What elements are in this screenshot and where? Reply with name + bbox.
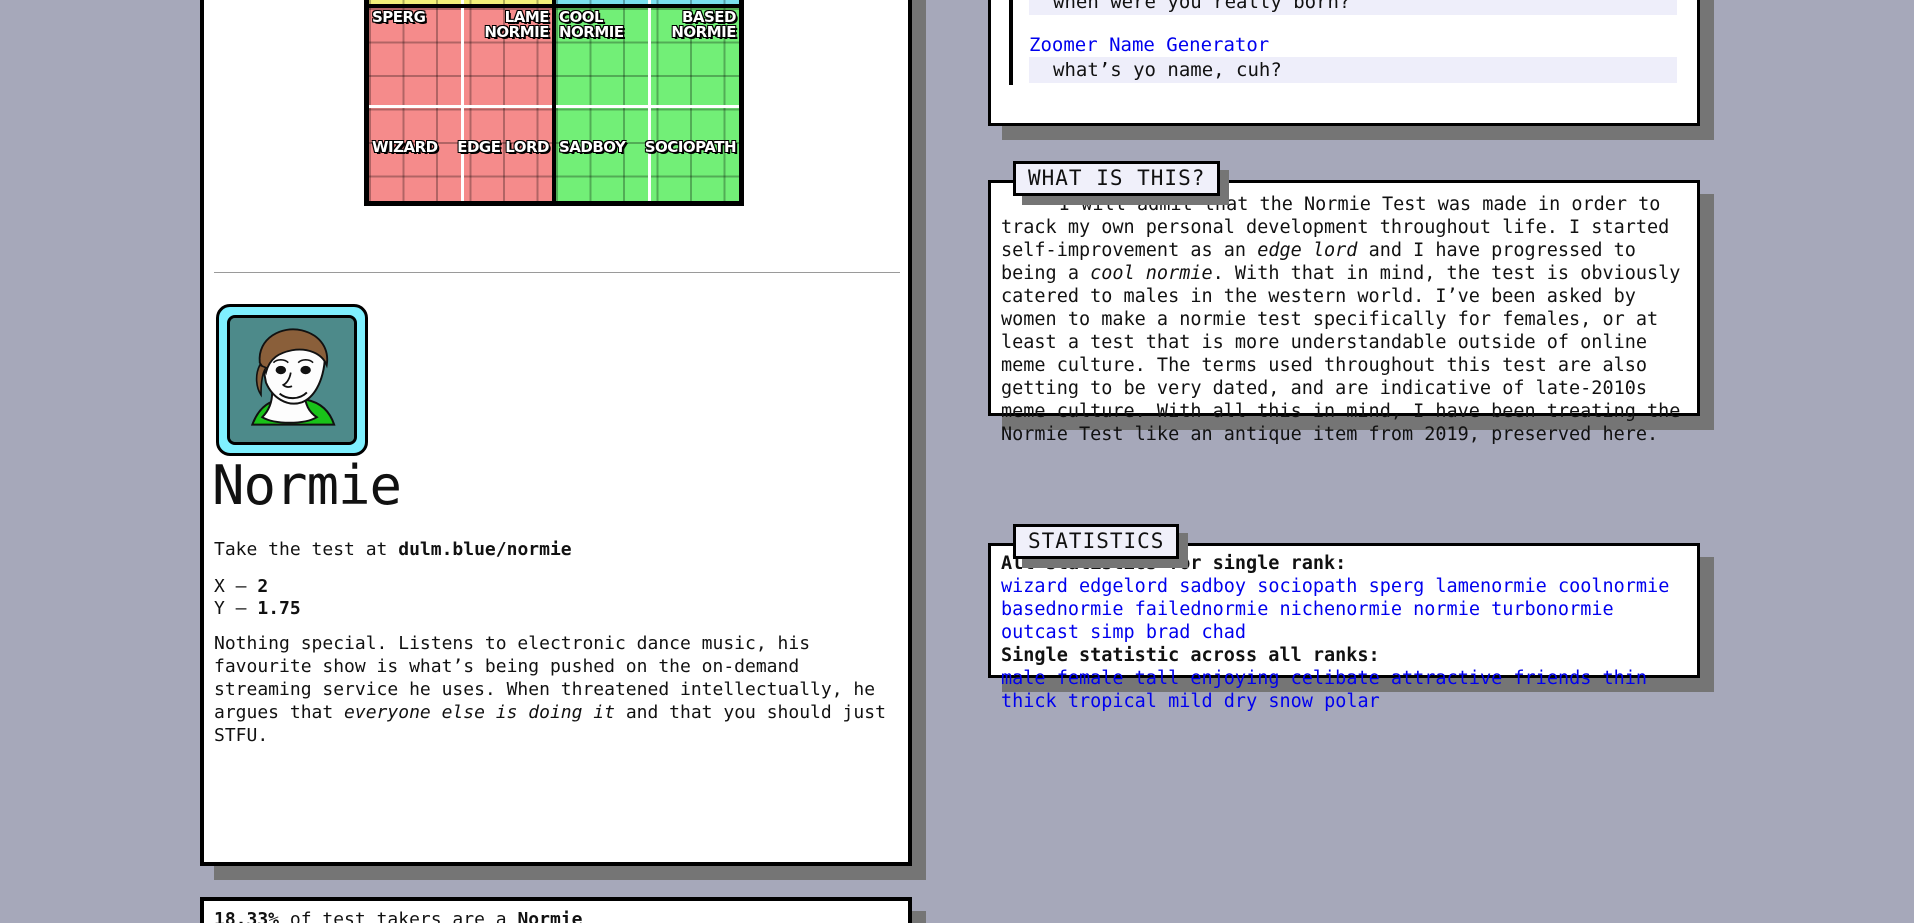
description-part-1: Nothing special. Listens to electronic d… <box>214 633 876 723</box>
percentage-panel: 18.33% of test takers are a Normie <box>200 897 912 923</box>
stat-link-female[interactable]: female <box>1056 668 1124 689</box>
label-sociopath: SOCIOPATH <box>644 138 737 156</box>
what-emphasis-2: cool normie <box>1090 263 1213 284</box>
generator-item-1: when were you really born? <box>1029 0 1677 15</box>
quadrant-bottom-right: COOL NORMIE BASED NORMIE SADBOY SOCIOPAT… <box>556 8 739 201</box>
label-cool-normie: COOL NORMIE <box>559 8 624 41</box>
label-wizard: WIZARD <box>372 138 438 156</box>
zoomer-name-generator-link[interactable]: Zoomer Name Generator <box>1029 34 1270 56</box>
stat-rank-link-simp[interactable]: simp <box>1090 622 1135 643</box>
what-is-this-legend: WHAT IS THIS? <box>1013 161 1221 196</box>
page-title: Normie <box>212 454 402 517</box>
statistics-panel: STATISTICS All statistics for single ran… <box>988 524 1700 712</box>
statistics-body: All statistics for single rank: wizard e… <box>991 546 1697 725</box>
generator-list: when were you really born? Zoomer Name G… <box>1009 0 1677 85</box>
quadrant-top-right: NORMIE TURBO NORMIE <box>556 0 739 4</box>
percentage-line: 18.33% of test takers are a Normie <box>214 909 582 923</box>
stat-rank-link-brad[interactable]: brad <box>1145 622 1191 643</box>
stat-link-dry[interactable]: dry <box>1223 691 1258 712</box>
stat-rank-link-basednormie[interactable]: basednormie <box>1001 599 1124 620</box>
statistics-heading-all-ranks: Single statistic across all ranks: <box>1001 645 1380 666</box>
label-lame-normie: LAME NORMIE <box>484 8 549 41</box>
what-is-this-body: I will admit that the Normie Test was ma… <box>991 183 1697 458</box>
what-text-3: . With that in mind, the test is obvious… <box>1001 263 1681 445</box>
stat-link-friends[interactable]: friends <box>1513 668 1592 689</box>
what-emphasis-1: edge lord <box>1257 240 1358 261</box>
stat-rank-link-outcast[interactable]: outcast <box>1001 622 1079 643</box>
x-coordinate-row: X – 2 <box>214 576 301 598</box>
stat-link-celibate[interactable]: celibate <box>1290 668 1380 689</box>
stat-rank-link-sadboy[interactable]: sadboy <box>1179 576 1247 597</box>
section-divider <box>214 272 900 273</box>
normie-grid-chart[interactable]: FAILED NORMIE NICHE NORMIE NORMIE TURBO … <box>364 0 744 206</box>
description-part-2: and that you should just STFU. <box>214 702 886 746</box>
mid-horizontal-line <box>369 104 552 108</box>
generator-1-subtitle: when were you really born? <box>1029 0 1677 15</box>
generator-item-2: Zoomer Name Generator what’s yo name, cu… <box>1029 33 1677 83</box>
percentage-rank: Normie <box>517 909 583 923</box>
stat-link-tall[interactable]: tall <box>1134 668 1180 689</box>
generator-2-subtitle: what’s yo name, cuh? <box>1029 57 1677 83</box>
mid-vertical-line <box>647 0 651 4</box>
stat-rank-link-chad[interactable]: chad <box>1201 622 1247 643</box>
description-emphasis: everyone else is doing it <box>344 702 615 723</box>
y-label: Y – <box>214 598 258 619</box>
what-is-this-panel: WHAT IS THIS? I will admit that the Norm… <box>988 161 1700 445</box>
stat-rank-link-failednormie[interactable]: failednormie <box>1134 599 1269 620</box>
label-sadboy: SADBOY <box>559 138 626 156</box>
rank-description: Nothing special. Listens to electronic d… <box>214 632 892 747</box>
x-label: X – <box>214 576 258 597</box>
stat-link-attractive[interactable]: attractive <box>1390 668 1503 689</box>
y-coordinate-row: Y – 1.75 <box>214 598 301 620</box>
x-value: 2 <box>257 576 269 597</box>
stat-link-mild[interactable]: mild <box>1168 691 1213 712</box>
stat-link-enjoying[interactable]: enjoying <box>1190 668 1280 689</box>
take-test-line: Take the test at dulm.blue/normie <box>214 539 572 560</box>
label-edge-lord: EDGE LORD <box>457 138 549 156</box>
stat-rank-link-sociopath[interactable]: sociopath <box>1257 576 1358 597</box>
mid-vertical-line <box>460 0 464 4</box>
quadrant-top-left: FAILED NORMIE NICHE NORMIE <box>369 0 552 4</box>
stat-link-thin[interactable]: thin <box>1602 668 1648 689</box>
stat-rank-link-edgelord[interactable]: edgelord <box>1078 576 1169 597</box>
take-test-url[interactable]: dulm.blue/normie <box>398 539 572 560</box>
stat-rank-link-turbonormie[interactable]: turbonormie <box>1491 599 1614 620</box>
avatar <box>216 304 368 456</box>
stat-link-thick[interactable]: thick <box>1001 691 1057 712</box>
wojak-face-icon <box>230 318 354 442</box>
statistics-stat-link-list: male female tall enjoying celibate attra… <box>1001 667 1685 713</box>
stat-rank-link-nichenormie[interactable]: nichenormie <box>1279 599 1402 620</box>
stat-link-snow[interactable]: snow <box>1268 691 1313 712</box>
what-text-1: I will admit that the Normie Test was ma… <box>1001 194 1670 261</box>
statistics-legend: STATISTICS <box>1013 524 1180 559</box>
coordinates-readout: X – 2 Y – 1.75 <box>214 576 301 620</box>
percentage-value: 18.33% <box>214 909 280 923</box>
stat-rank-link-sperg[interactable]: sperg <box>1368 576 1425 597</box>
statistics-rank-link-list: wizard edgelord sadboy sociopath sperg l… <box>1001 575 1685 644</box>
stat-rank-link-lamenormie[interactable]: lamenormie <box>1435 576 1547 597</box>
stat-link-polar[interactable]: polar <box>1324 691 1380 712</box>
take-test-prefix: Take the test at <box>214 539 399 560</box>
label-based-normie: BASED NORMIE <box>671 8 736 41</box>
label-sperg: SPERG <box>372 8 426 26</box>
stat-link-tropical[interactable]: tropical <box>1067 691 1157 712</box>
result-panel: FAILED NORMIE NICHE NORMIE NORMIE TURBO … <box>200 0 912 866</box>
generators-panel: when were you really born? Zoomer Name G… <box>988 0 1700 126</box>
what-text-2: and I have progressed to being a <box>1001 240 1636 284</box>
quadrant-bottom-left: SPERG LAME NORMIE WIZARD EDGE LORD <box>369 8 552 201</box>
y-value: 1.75 <box>257 598 301 619</box>
grid-chart-body: FAILED NORMIE NICHE NORMIE NORMIE TURBO … <box>364 0 744 206</box>
stat-rank-link-normie[interactable]: normie <box>1413 599 1480 620</box>
stat-link-male[interactable]: male <box>1001 668 1046 689</box>
avatar-image <box>227 315 357 445</box>
stat-rank-link-wizard[interactable]: wizard <box>1001 576 1068 597</box>
stat-rank-link-coolnormie[interactable]: coolnormie <box>1557 576 1670 597</box>
mid-horizontal-line <box>556 104 739 108</box>
result-panel-scroll[interactable]: FAILED NORMIE NICHE NORMIE NORMIE TURBO … <box>204 0 908 862</box>
percentage-text: of test takers are a <box>279 909 518 923</box>
